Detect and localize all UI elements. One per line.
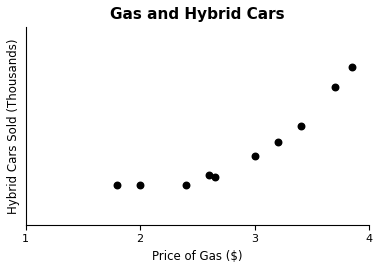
Point bbox=[349, 65, 355, 69]
Point bbox=[298, 124, 304, 128]
X-axis label: Price of Gas ($): Price of Gas ($) bbox=[152, 250, 243, 263]
Point bbox=[332, 84, 338, 89]
Y-axis label: Hybrid Cars Sold (Thousands): Hybrid Cars Sold (Thousands) bbox=[7, 38, 20, 214]
Point bbox=[183, 183, 189, 187]
Point bbox=[206, 173, 212, 178]
Point bbox=[275, 140, 281, 144]
Point bbox=[212, 175, 218, 180]
Point bbox=[252, 153, 258, 158]
Point bbox=[137, 183, 143, 187]
Point bbox=[114, 183, 120, 187]
Title: Gas and Hybrid Cars: Gas and Hybrid Cars bbox=[110, 7, 285, 22]
